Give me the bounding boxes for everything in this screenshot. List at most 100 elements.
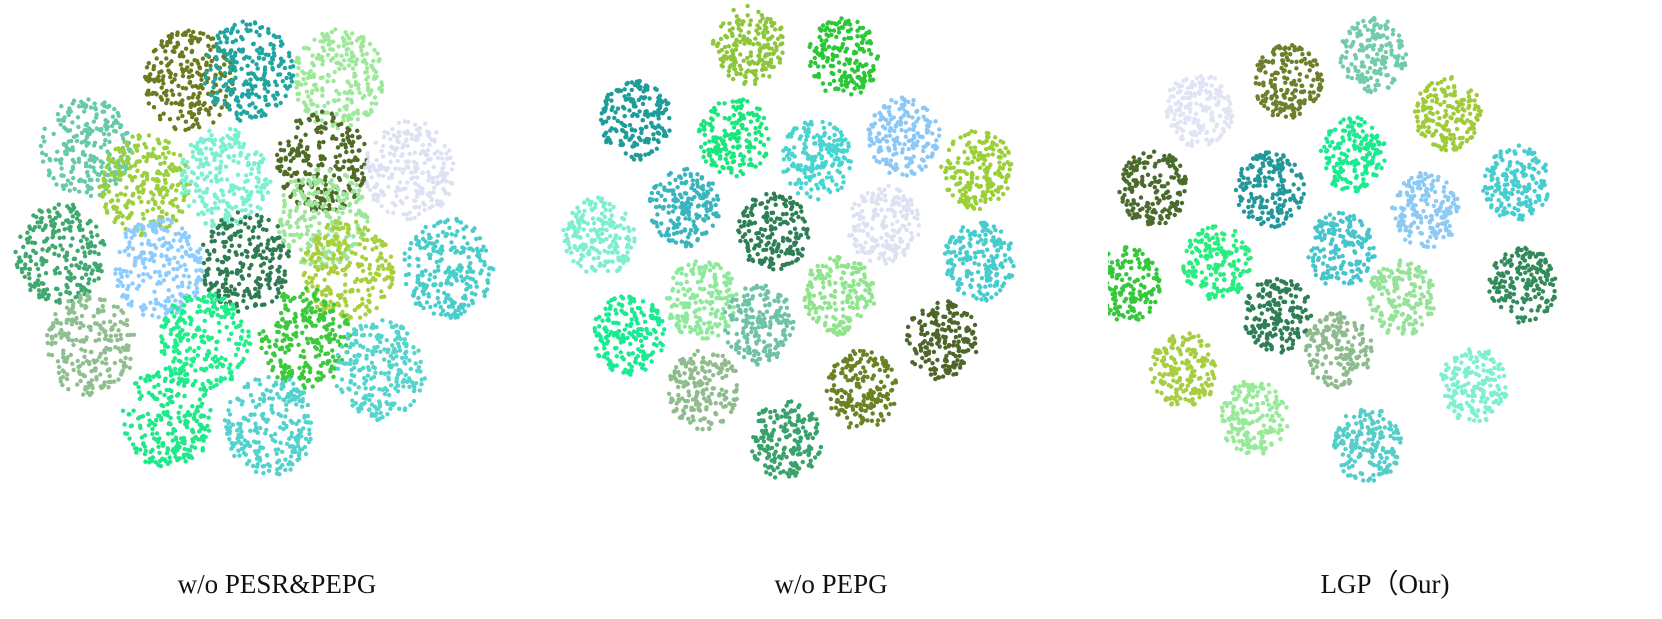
scatter-point	[284, 402, 289, 407]
scatter-point	[445, 156, 450, 161]
scatter-point	[195, 249, 200, 254]
scatter-point	[179, 191, 185, 196]
scatter-point	[250, 463, 256, 469]
scatter-point	[330, 348, 335, 353]
scatter-point	[49, 342, 54, 347]
scatter-point	[337, 153, 343, 158]
scatter-point	[182, 383, 187, 388]
scatter-point	[246, 334, 251, 339]
scatter-point	[313, 273, 318, 278]
scatter-point	[447, 148, 452, 153]
scatter-point	[205, 334, 211, 340]
scatter-point	[428, 272, 433, 277]
scatter-point	[214, 382, 219, 387]
scatter-point	[55, 359, 61, 364]
scatter-point	[297, 201, 302, 206]
scatter-point	[116, 172, 122, 178]
scatter-point	[86, 360, 92, 365]
scatter-point	[294, 402, 299, 407]
scatter-point	[266, 339, 272, 344]
scatter-point	[420, 229, 425, 235]
scatter-point	[218, 269, 223, 274]
scatter-point	[174, 325, 179, 330]
scatter-point	[64, 305, 70, 310]
scatter-point	[732, 66, 737, 72]
scatter-point	[271, 238, 277, 244]
scatter-point	[278, 141, 283, 146]
scatter-point	[327, 332, 332, 337]
scatter-point	[108, 319, 113, 324]
scatter-point	[330, 136, 335, 141]
scatter-point	[367, 41, 373, 47]
scatter-point	[124, 322, 130, 328]
scatter-point	[257, 402, 262, 407]
scatter-point	[418, 359, 423, 365]
scatter-point	[247, 192, 253, 197]
scatter-point	[356, 148, 361, 153]
scatter-point	[406, 131, 411, 136]
scatter-point	[373, 370, 378, 375]
scatter-point	[113, 333, 119, 338]
scatter-point	[387, 275, 393, 280]
scatter-point	[304, 297, 309, 302]
scatter-point	[203, 434, 208, 440]
scatter-point	[307, 179, 312, 184]
scatter-point	[397, 406, 402, 411]
scatter-point	[202, 427, 208, 432]
scatter-point	[254, 29, 259, 34]
scatter-point	[275, 287, 281, 292]
scatter-point	[296, 342, 301, 347]
scatter-point	[179, 244, 185, 250]
scatter-point	[222, 62, 227, 67]
scatter-point	[77, 219, 83, 224]
scatter-point	[288, 418, 293, 424]
scatter-point	[27, 254, 33, 260]
scatter-point	[175, 447, 180, 453]
scatter-point	[239, 359, 245, 365]
scatter-point	[295, 125, 300, 130]
scatter-point	[158, 458, 163, 464]
scatter-point	[324, 190, 329, 196]
scatter-point	[63, 183, 69, 188]
scatter-point	[227, 107, 232, 112]
scatter-point	[206, 109, 211, 114]
scatter-point	[381, 154, 386, 159]
scatter-point	[450, 304, 456, 309]
scatter-point	[158, 161, 163, 166]
scatter-point	[164, 254, 169, 259]
scatter-point	[47, 209, 52, 214]
scatter-point	[390, 200, 396, 206]
scatter-point	[229, 48, 234, 53]
scatter-point	[190, 84, 195, 89]
scatter-point	[254, 184, 260, 189]
scatter-point	[82, 354, 87, 359]
scatter-point	[367, 266, 372, 271]
scatter-point	[302, 364, 307, 370]
scatter-point	[360, 333, 365, 338]
scatter-point	[435, 181, 440, 186]
scatter-point	[267, 396, 272, 401]
scatter-point	[130, 150, 135, 155]
scatter-point	[371, 197, 376, 202]
scatter-point	[174, 218, 179, 223]
scatter-point	[28, 258, 34, 264]
scatter-point	[354, 219, 359, 224]
scatter-point	[150, 313, 155, 318]
scatter-point	[65, 372, 70, 377]
scatter-point	[214, 41, 219, 47]
scatter-point	[140, 190, 145, 195]
scatter-point	[323, 351, 328, 357]
scatter-point	[240, 399, 245, 404]
scatter-point	[165, 97, 170, 103]
scatter-point	[125, 130, 130, 136]
scatter-point	[244, 189, 249, 194]
scatter-point	[273, 432, 278, 437]
scatter-point	[68, 243, 74, 248]
scatter-point	[231, 320, 236, 326]
scatter-point	[408, 216, 413, 222]
scatter-point	[395, 341, 401, 346]
scatter-point	[334, 52, 339, 58]
scatter-point	[310, 53, 315, 58]
scatter-point	[165, 447, 171, 453]
scatter-point	[428, 304, 433, 310]
